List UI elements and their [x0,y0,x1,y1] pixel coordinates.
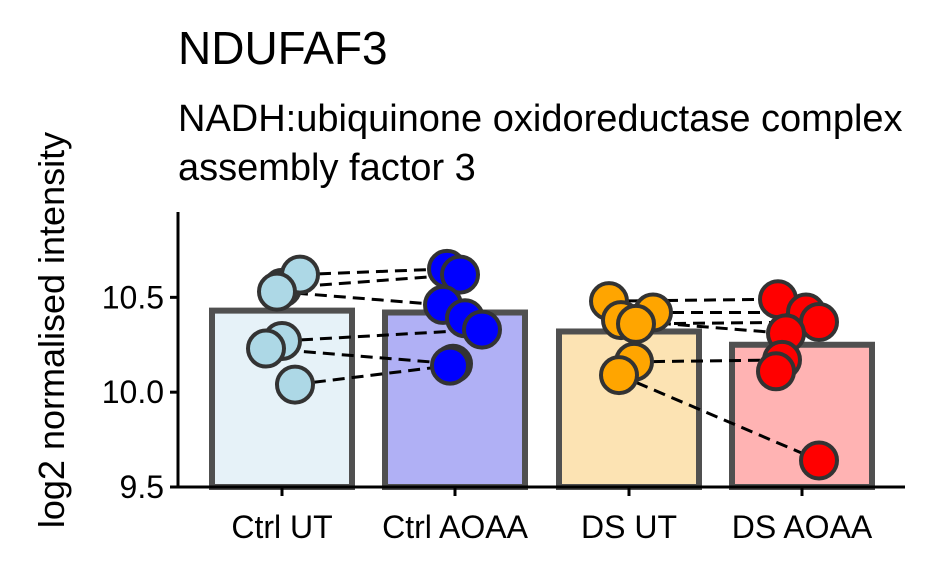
y-axis-title: log2 normalised intensity [31,132,72,528]
pair-line [608,297,779,303]
pair-line [633,358,783,364]
data-point [462,309,502,350]
data-point [430,345,470,386]
y-tick-label: 10.0 [102,374,164,410]
data-point [799,440,839,481]
data-points [246,248,839,481]
axes: 9.5 10.0 10.5 Ctrl UT Ctrl AOAA DS UT DS AOAA [102,212,905,545]
bar-ctrl-aoaa [382,309,528,490]
data-point [756,351,796,392]
x-tick-label: Ctrl AOAA [382,509,528,545]
data-point [246,328,286,369]
pair-line [618,373,820,462]
chart-subtitle-line-2: assembly factor 3 [178,147,476,189]
data-point [799,302,839,342]
data-point [275,364,315,405]
data-point [616,303,656,344]
data-point [257,271,297,312]
pair-line [265,347,454,366]
data-point [599,355,639,396]
x-tick-label: Ctrl UT [231,509,332,545]
x-tick-label: DS UT [581,509,677,545]
y-tick-label: 10.5 [102,279,164,315]
pair-line [294,364,451,387]
pair-line [299,267,448,277]
pair-line [281,328,483,343]
x-tick-label: DS AOAA [732,509,873,545]
y-tick-label: 9.5 [120,469,164,505]
chart-subtitle-line-1: NADH:ubiquinone oxidoreductase complex [178,98,903,140]
chart-title: NDUFAF3 [178,22,388,74]
data-point [440,254,480,295]
